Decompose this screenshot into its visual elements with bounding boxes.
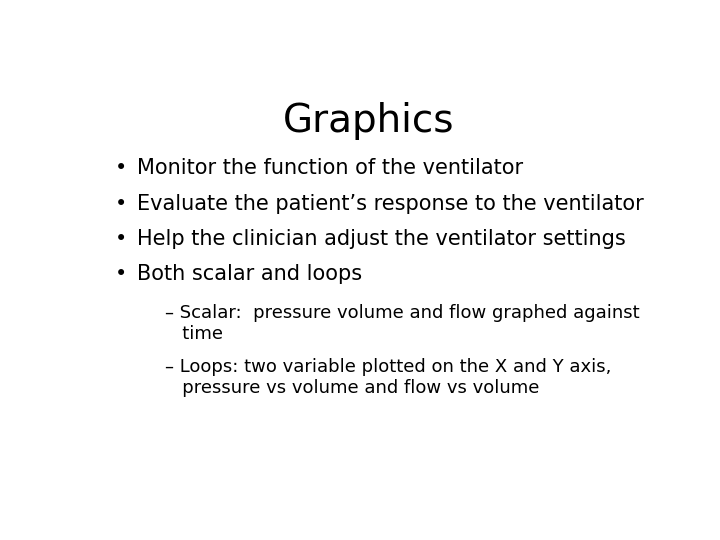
Text: •: •: [114, 194, 127, 214]
Text: Both scalar and loops: Both scalar and loops: [138, 265, 363, 285]
Text: – Scalar:  pressure volume and flow graphed against: – Scalar: pressure volume and flow graph…: [166, 304, 640, 322]
Text: – Loops: two variable plotted on the X and Y axis,: – Loops: two variable plotted on the X a…: [166, 358, 612, 376]
Text: Evaluate the patient’s response to the ventilator: Evaluate the patient’s response to the v…: [138, 194, 644, 214]
Text: time: time: [166, 325, 223, 343]
Text: •: •: [114, 229, 127, 249]
Text: •: •: [114, 265, 127, 285]
Text: Monitor the function of the ventilator: Monitor the function of the ventilator: [138, 158, 523, 178]
Text: Graphics: Graphics: [283, 102, 455, 140]
Text: •: •: [114, 158, 127, 178]
Text: pressure vs volume and flow vs volume: pressure vs volume and flow vs volume: [166, 379, 540, 397]
Text: Help the clinician adjust the ventilator settings: Help the clinician adjust the ventilator…: [138, 229, 626, 249]
